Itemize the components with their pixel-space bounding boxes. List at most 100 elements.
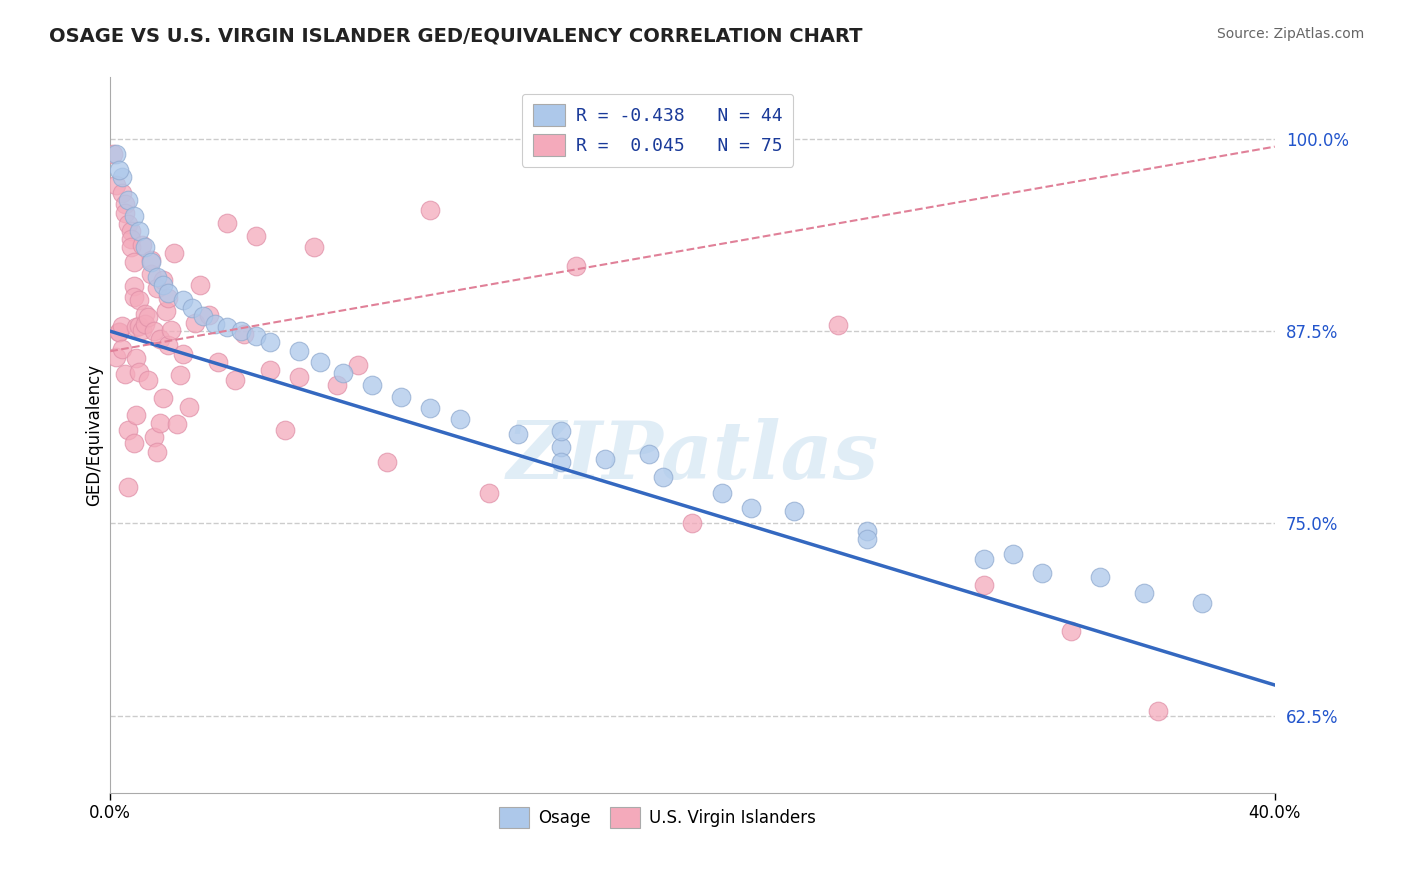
Point xyxy=(157,338,180,352)
Point xyxy=(105,178,128,193)
Point xyxy=(637,447,659,461)
Point xyxy=(231,324,253,338)
Point xyxy=(146,281,169,295)
Point xyxy=(346,358,368,372)
Point xyxy=(288,370,311,384)
Point xyxy=(125,409,148,423)
Point xyxy=(652,470,675,484)
Point xyxy=(122,255,145,269)
Point xyxy=(149,416,172,430)
Y-axis label: GED/Equivalency: GED/Equivalency xyxy=(86,364,103,506)
Point xyxy=(114,367,136,381)
Text: OSAGE VS U.S. VIRGIN ISLANDER GED/EQUIVALENCY CORRELATION CHART: OSAGE VS U.S. VIRGIN ISLANDER GED/EQUIVA… xyxy=(49,27,863,45)
Point xyxy=(550,424,572,438)
Point xyxy=(155,303,177,318)
Point xyxy=(139,253,162,268)
Point xyxy=(172,293,194,308)
Point xyxy=(105,351,128,365)
Text: Source: ZipAtlas.com: Source: ZipAtlas.com xyxy=(1216,27,1364,41)
Point xyxy=(856,524,879,538)
Point xyxy=(134,317,156,331)
Point xyxy=(166,417,188,431)
Point xyxy=(375,455,398,469)
Point xyxy=(117,217,139,231)
Text: ZIPatlas: ZIPatlas xyxy=(506,417,879,495)
Point xyxy=(149,332,172,346)
Point xyxy=(120,224,142,238)
Point xyxy=(111,186,134,200)
Point xyxy=(142,324,165,338)
Point xyxy=(193,309,215,323)
Point xyxy=(131,238,153,252)
Point xyxy=(131,323,153,337)
Point xyxy=(128,224,150,238)
Point xyxy=(233,326,256,341)
Point xyxy=(198,308,221,322)
Point xyxy=(122,278,145,293)
Point xyxy=(128,365,150,379)
Point xyxy=(114,206,136,220)
Point xyxy=(245,229,267,244)
Point xyxy=(157,285,180,300)
Point xyxy=(108,325,131,339)
Point xyxy=(177,400,200,414)
Point xyxy=(1031,566,1053,580)
Point xyxy=(259,334,281,349)
Point xyxy=(120,232,142,246)
Point xyxy=(274,423,297,437)
Point xyxy=(152,391,174,405)
Point xyxy=(259,362,281,376)
Point xyxy=(120,239,142,253)
Point xyxy=(550,455,572,469)
Point xyxy=(565,259,588,273)
Point xyxy=(105,147,128,161)
Point xyxy=(136,373,159,387)
Point xyxy=(134,307,156,321)
Point xyxy=(122,290,145,304)
Point xyxy=(550,440,572,454)
Point xyxy=(128,318,150,333)
Point xyxy=(419,202,441,217)
Point xyxy=(111,170,134,185)
Point xyxy=(160,323,183,337)
Point xyxy=(593,451,616,466)
Point xyxy=(288,344,311,359)
Point xyxy=(1060,624,1083,639)
Point xyxy=(332,366,354,380)
Point xyxy=(215,217,238,231)
Point xyxy=(180,301,202,315)
Point xyxy=(125,351,148,366)
Point xyxy=(190,278,212,293)
Point xyxy=(114,196,136,211)
Point xyxy=(207,355,229,369)
Point xyxy=(361,378,384,392)
Point xyxy=(215,319,238,334)
Point xyxy=(308,355,330,369)
Point xyxy=(1147,704,1170,718)
Point xyxy=(326,378,349,392)
Point xyxy=(710,485,733,500)
Point xyxy=(157,291,180,305)
Point xyxy=(111,318,134,333)
Point xyxy=(1001,547,1024,561)
Point xyxy=(101,147,124,161)
Point xyxy=(682,516,704,531)
Point xyxy=(169,368,191,383)
Point xyxy=(302,240,325,254)
Point xyxy=(973,552,995,566)
Point xyxy=(245,329,267,343)
Point xyxy=(122,209,145,223)
Point xyxy=(117,480,139,494)
Point xyxy=(506,427,529,442)
Point xyxy=(1191,597,1213,611)
Point xyxy=(108,325,131,339)
Point xyxy=(117,194,139,208)
Point xyxy=(139,255,162,269)
Point xyxy=(449,412,471,426)
Point xyxy=(204,317,226,331)
Point xyxy=(419,401,441,416)
Point xyxy=(783,504,806,518)
Point xyxy=(139,267,162,281)
Point xyxy=(224,373,246,387)
Point xyxy=(136,310,159,324)
